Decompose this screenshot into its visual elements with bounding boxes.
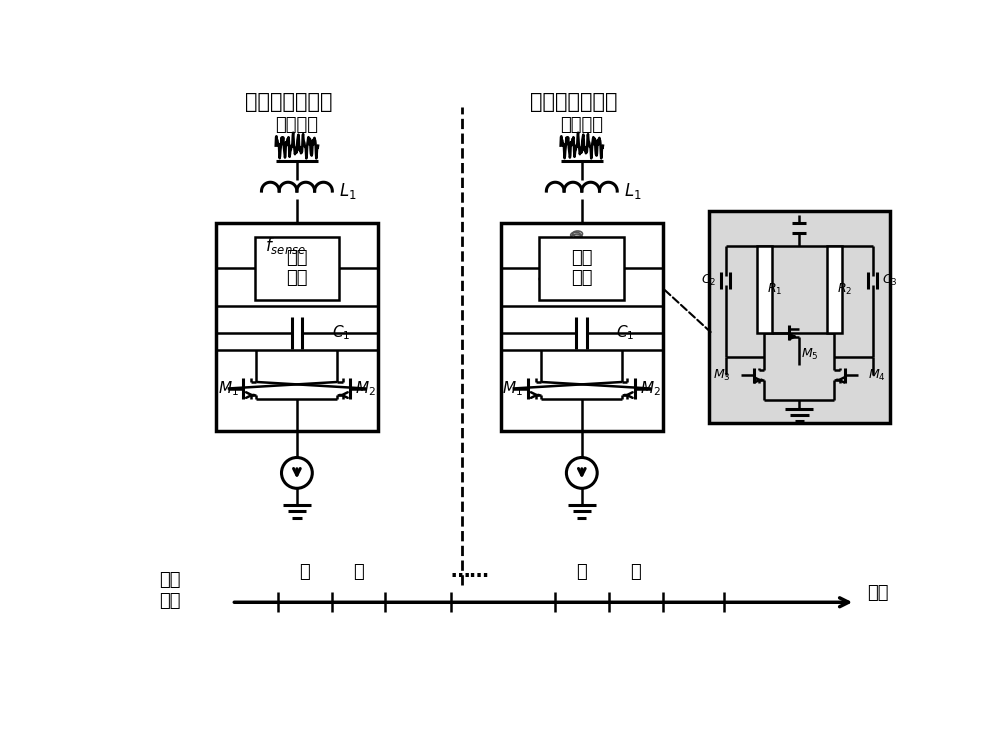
Text: $M_3$: $M_3$ bbox=[713, 367, 730, 383]
Text: 开: 开 bbox=[353, 562, 364, 581]
Text: $M_2$: $M_2$ bbox=[355, 379, 376, 398]
Text: $C_3$: $C_3$ bbox=[882, 273, 898, 288]
Text: $L_1$: $L_1$ bbox=[624, 181, 642, 201]
Text: $M_5$: $M_5$ bbox=[801, 347, 818, 361]
Text: $R_1$: $R_1$ bbox=[767, 282, 782, 297]
Text: 电源电压: 电源电压 bbox=[275, 116, 318, 134]
Bar bbox=[757, 246, 772, 333]
Text: $M_2$: $M_2$ bbox=[640, 379, 661, 398]
Text: 开: 开 bbox=[630, 562, 641, 581]
Text: 开关
电容: 开关 电容 bbox=[571, 249, 593, 287]
Bar bbox=[501, 222, 663, 431]
Text: 关: 关 bbox=[576, 562, 587, 581]
Text: $C_1$: $C_1$ bbox=[332, 324, 350, 342]
Text: $C_1$: $C_1$ bbox=[616, 324, 635, 342]
Bar bbox=[255, 236, 339, 299]
Text: 开关
电容: 开关 电容 bbox=[286, 249, 308, 287]
Text: ……: …… bbox=[451, 562, 490, 581]
Text: 开关
状态: 开关 状态 bbox=[159, 571, 181, 610]
Bar bbox=[827, 246, 842, 333]
Text: 时间: 时间 bbox=[867, 584, 888, 602]
Text: 关: 关 bbox=[299, 562, 310, 581]
Text: $L_1$: $L_1$ bbox=[339, 181, 357, 201]
Text: 电源电压: 电源电压 bbox=[560, 116, 603, 134]
Bar bbox=[709, 211, 890, 423]
Text: 滴加磁颗粒之前: 滴加磁颗粒之前 bbox=[245, 92, 333, 112]
Text: $C_2$: $C_2$ bbox=[701, 273, 717, 288]
Text: $M_4$: $M_4$ bbox=[868, 367, 886, 383]
Bar bbox=[216, 222, 378, 431]
Text: 滴加磁颗粒之后: 滴加磁颗粒之后 bbox=[530, 92, 618, 112]
Text: $f_{sense}$: $f_{sense}$ bbox=[265, 235, 306, 256]
Bar bbox=[539, 236, 624, 299]
Text: $M_1$: $M_1$ bbox=[502, 379, 523, 398]
Text: $M_1$: $M_1$ bbox=[218, 379, 238, 398]
Text: $R_2$: $R_2$ bbox=[837, 282, 852, 297]
